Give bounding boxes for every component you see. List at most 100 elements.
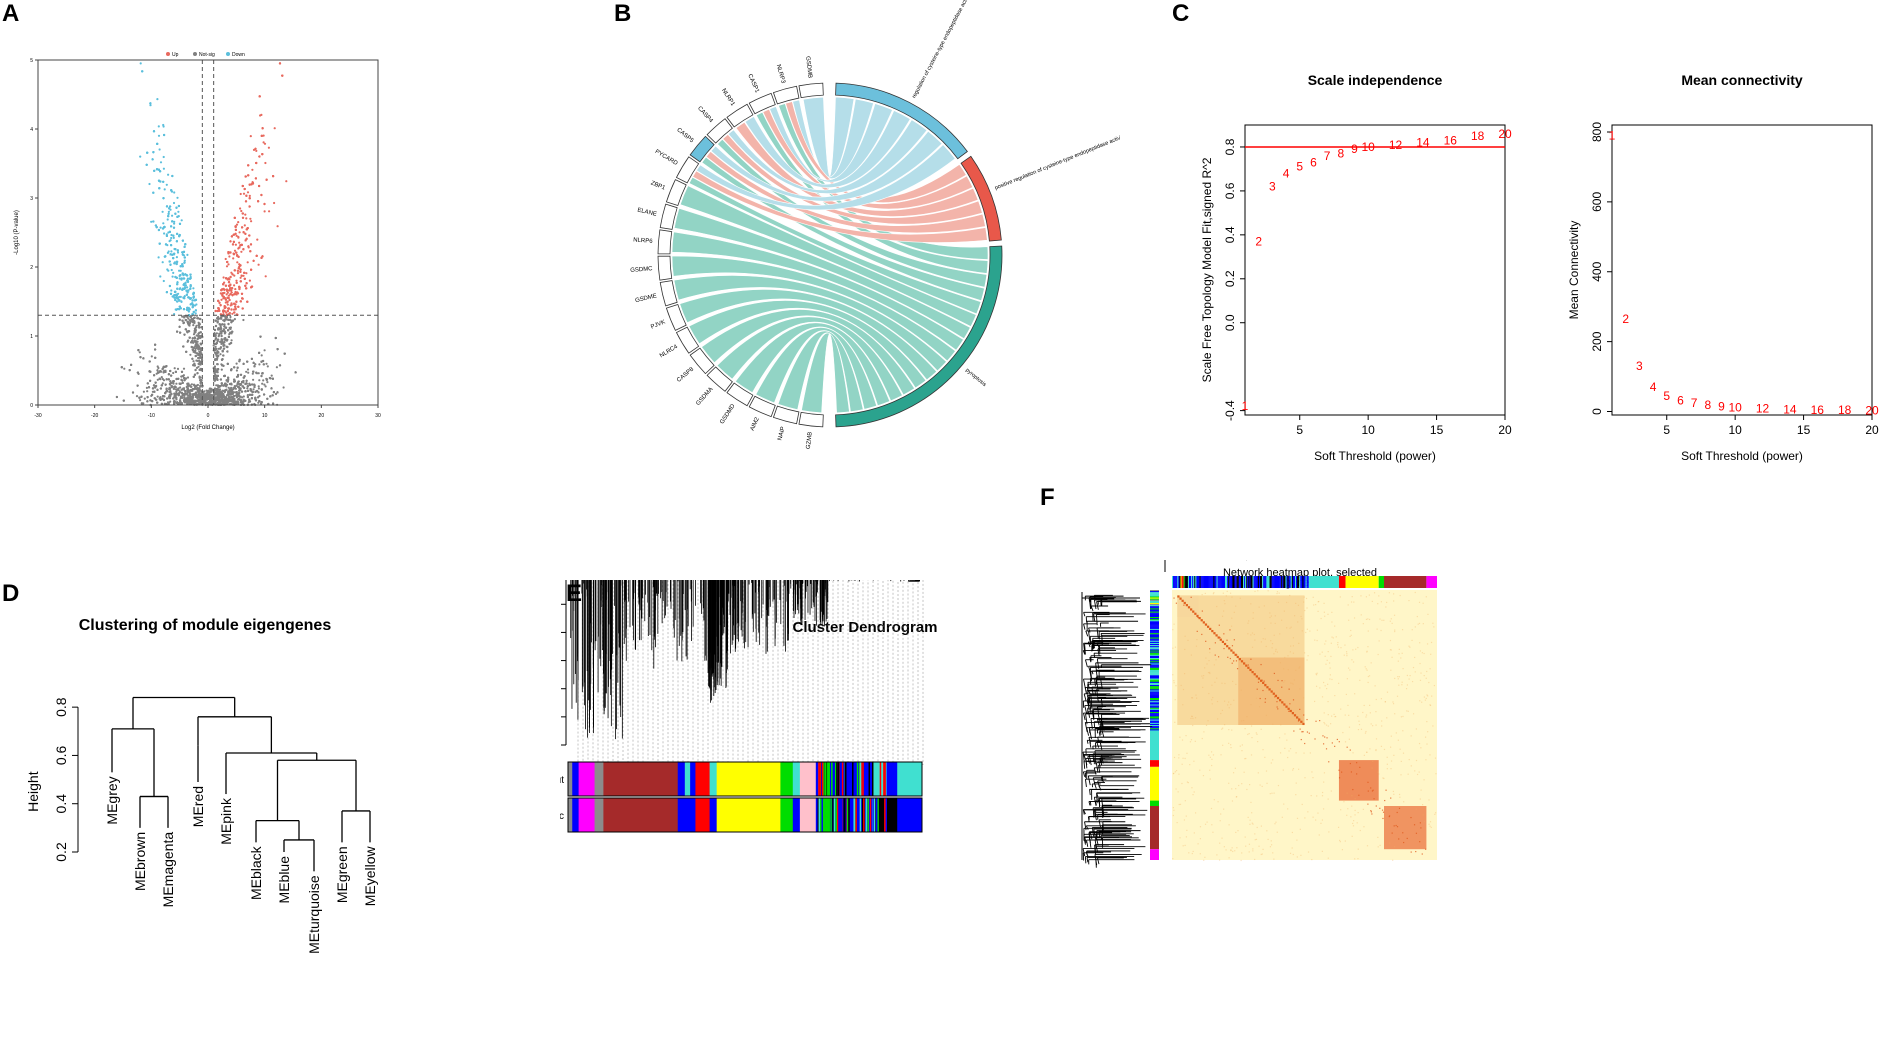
volcano-point (228, 298, 231, 302)
volcano-point (216, 397, 219, 400)
volcano-point (232, 257, 235, 260)
volcano-point (202, 393, 205, 396)
volcano-point (186, 280, 190, 283)
volcano-point (271, 394, 274, 397)
volcano-point (245, 379, 248, 382)
volcano-point (187, 308, 190, 311)
volcano-point (215, 391, 218, 394)
volcano-point (254, 363, 257, 366)
volcano-point (218, 328, 221, 331)
volcano-point (226, 296, 229, 299)
volcano-point (227, 284, 231, 287)
volcano-point (226, 260, 229, 264)
volcano-point (184, 286, 187, 289)
volcano-point (272, 175, 275, 178)
volcano-point (254, 399, 258, 402)
volcano-point (250, 268, 253, 271)
volcano-point (175, 382, 178, 385)
volcano-point (171, 295, 174, 298)
volcano-point (149, 104, 152, 107)
volcano-point (245, 237, 248, 240)
volcano-point (150, 220, 153, 223)
volcano-point (173, 220, 176, 223)
volcano-point (250, 357, 253, 360)
volcano-point (162, 222, 165, 225)
volcano-point (235, 401, 238, 404)
volcano-point (238, 241, 241, 244)
volcano-point (245, 287, 248, 290)
volcano-point (227, 376, 230, 379)
volcano-point (218, 317, 221, 320)
volcano-point (155, 398, 158, 401)
volcano-point (184, 243, 187, 246)
volcano-point (183, 333, 186, 336)
volcano-point (164, 383, 167, 386)
volcano-point (258, 400, 261, 403)
volcano-point (223, 390, 226, 393)
volcano-point (236, 291, 239, 294)
volcano-point (153, 374, 156, 377)
volcano-point (217, 386, 220, 389)
volcano-point (246, 389, 250, 392)
volcano-point (247, 245, 250, 248)
volcano-point (184, 328, 187, 331)
volcano-point (158, 148, 161, 151)
volcano-point (216, 355, 219, 358)
volcano-point (178, 308, 181, 311)
volcano-point (242, 248, 245, 251)
volcano-point (136, 384, 139, 387)
volcano-point (216, 317, 219, 320)
volcano-point (273, 201, 276, 205)
volcano-point (236, 272, 240, 275)
volcano-point (171, 253, 174, 256)
volcano-point (169, 208, 172, 211)
volcano-point (252, 259, 255, 262)
volcano-point (198, 376, 201, 379)
volcano-point (242, 318, 245, 322)
volcano-point (139, 356, 142, 359)
volcano-point (231, 396, 234, 399)
volcano-point (244, 382, 247, 386)
volcano-point (223, 281, 226, 284)
volcano-point (226, 362, 229, 365)
volcano-point (246, 191, 250, 194)
volcano-point (226, 345, 229, 349)
volcano-point (159, 396, 162, 399)
volcano-point (175, 390, 178, 393)
volcano-point (198, 360, 201, 364)
volcano-point (221, 364, 224, 367)
volcano-point (160, 402, 163, 405)
volcano-point (255, 371, 258, 374)
volcano-point (239, 373, 243, 376)
volcano-point (221, 350, 224, 353)
volcano-point (165, 233, 168, 236)
volcano-point (162, 279, 165, 283)
volcano-point (218, 332, 221, 335)
volcano-point (154, 343, 157, 346)
volcano-point (219, 304, 222, 307)
volcano-point (184, 377, 188, 380)
volcano-point (195, 303, 198, 306)
volcano-point (198, 353, 201, 357)
volcano-point (160, 384, 163, 387)
volcano-point (242, 192, 246, 195)
volcano-point (236, 385, 240, 388)
volcano-point (233, 269, 236, 272)
volcano-point (223, 332, 226, 335)
volcano-point (184, 318, 187, 322)
volcano-point (258, 95, 261, 98)
volcano-point (248, 393, 251, 396)
volcano-point (199, 401, 202, 404)
volcano-point (235, 293, 238, 296)
volcano-point (172, 380, 175, 383)
volcano-point (175, 240, 178, 243)
volcano-point (156, 378, 159, 381)
volcano-point (263, 210, 266, 213)
volcano-point (261, 127, 264, 130)
volcano-point (249, 135, 252, 138)
volcano-point (185, 398, 188, 401)
volcano-point (181, 263, 184, 266)
volcano-point (183, 379, 186, 382)
volcano-point (176, 232, 179, 235)
